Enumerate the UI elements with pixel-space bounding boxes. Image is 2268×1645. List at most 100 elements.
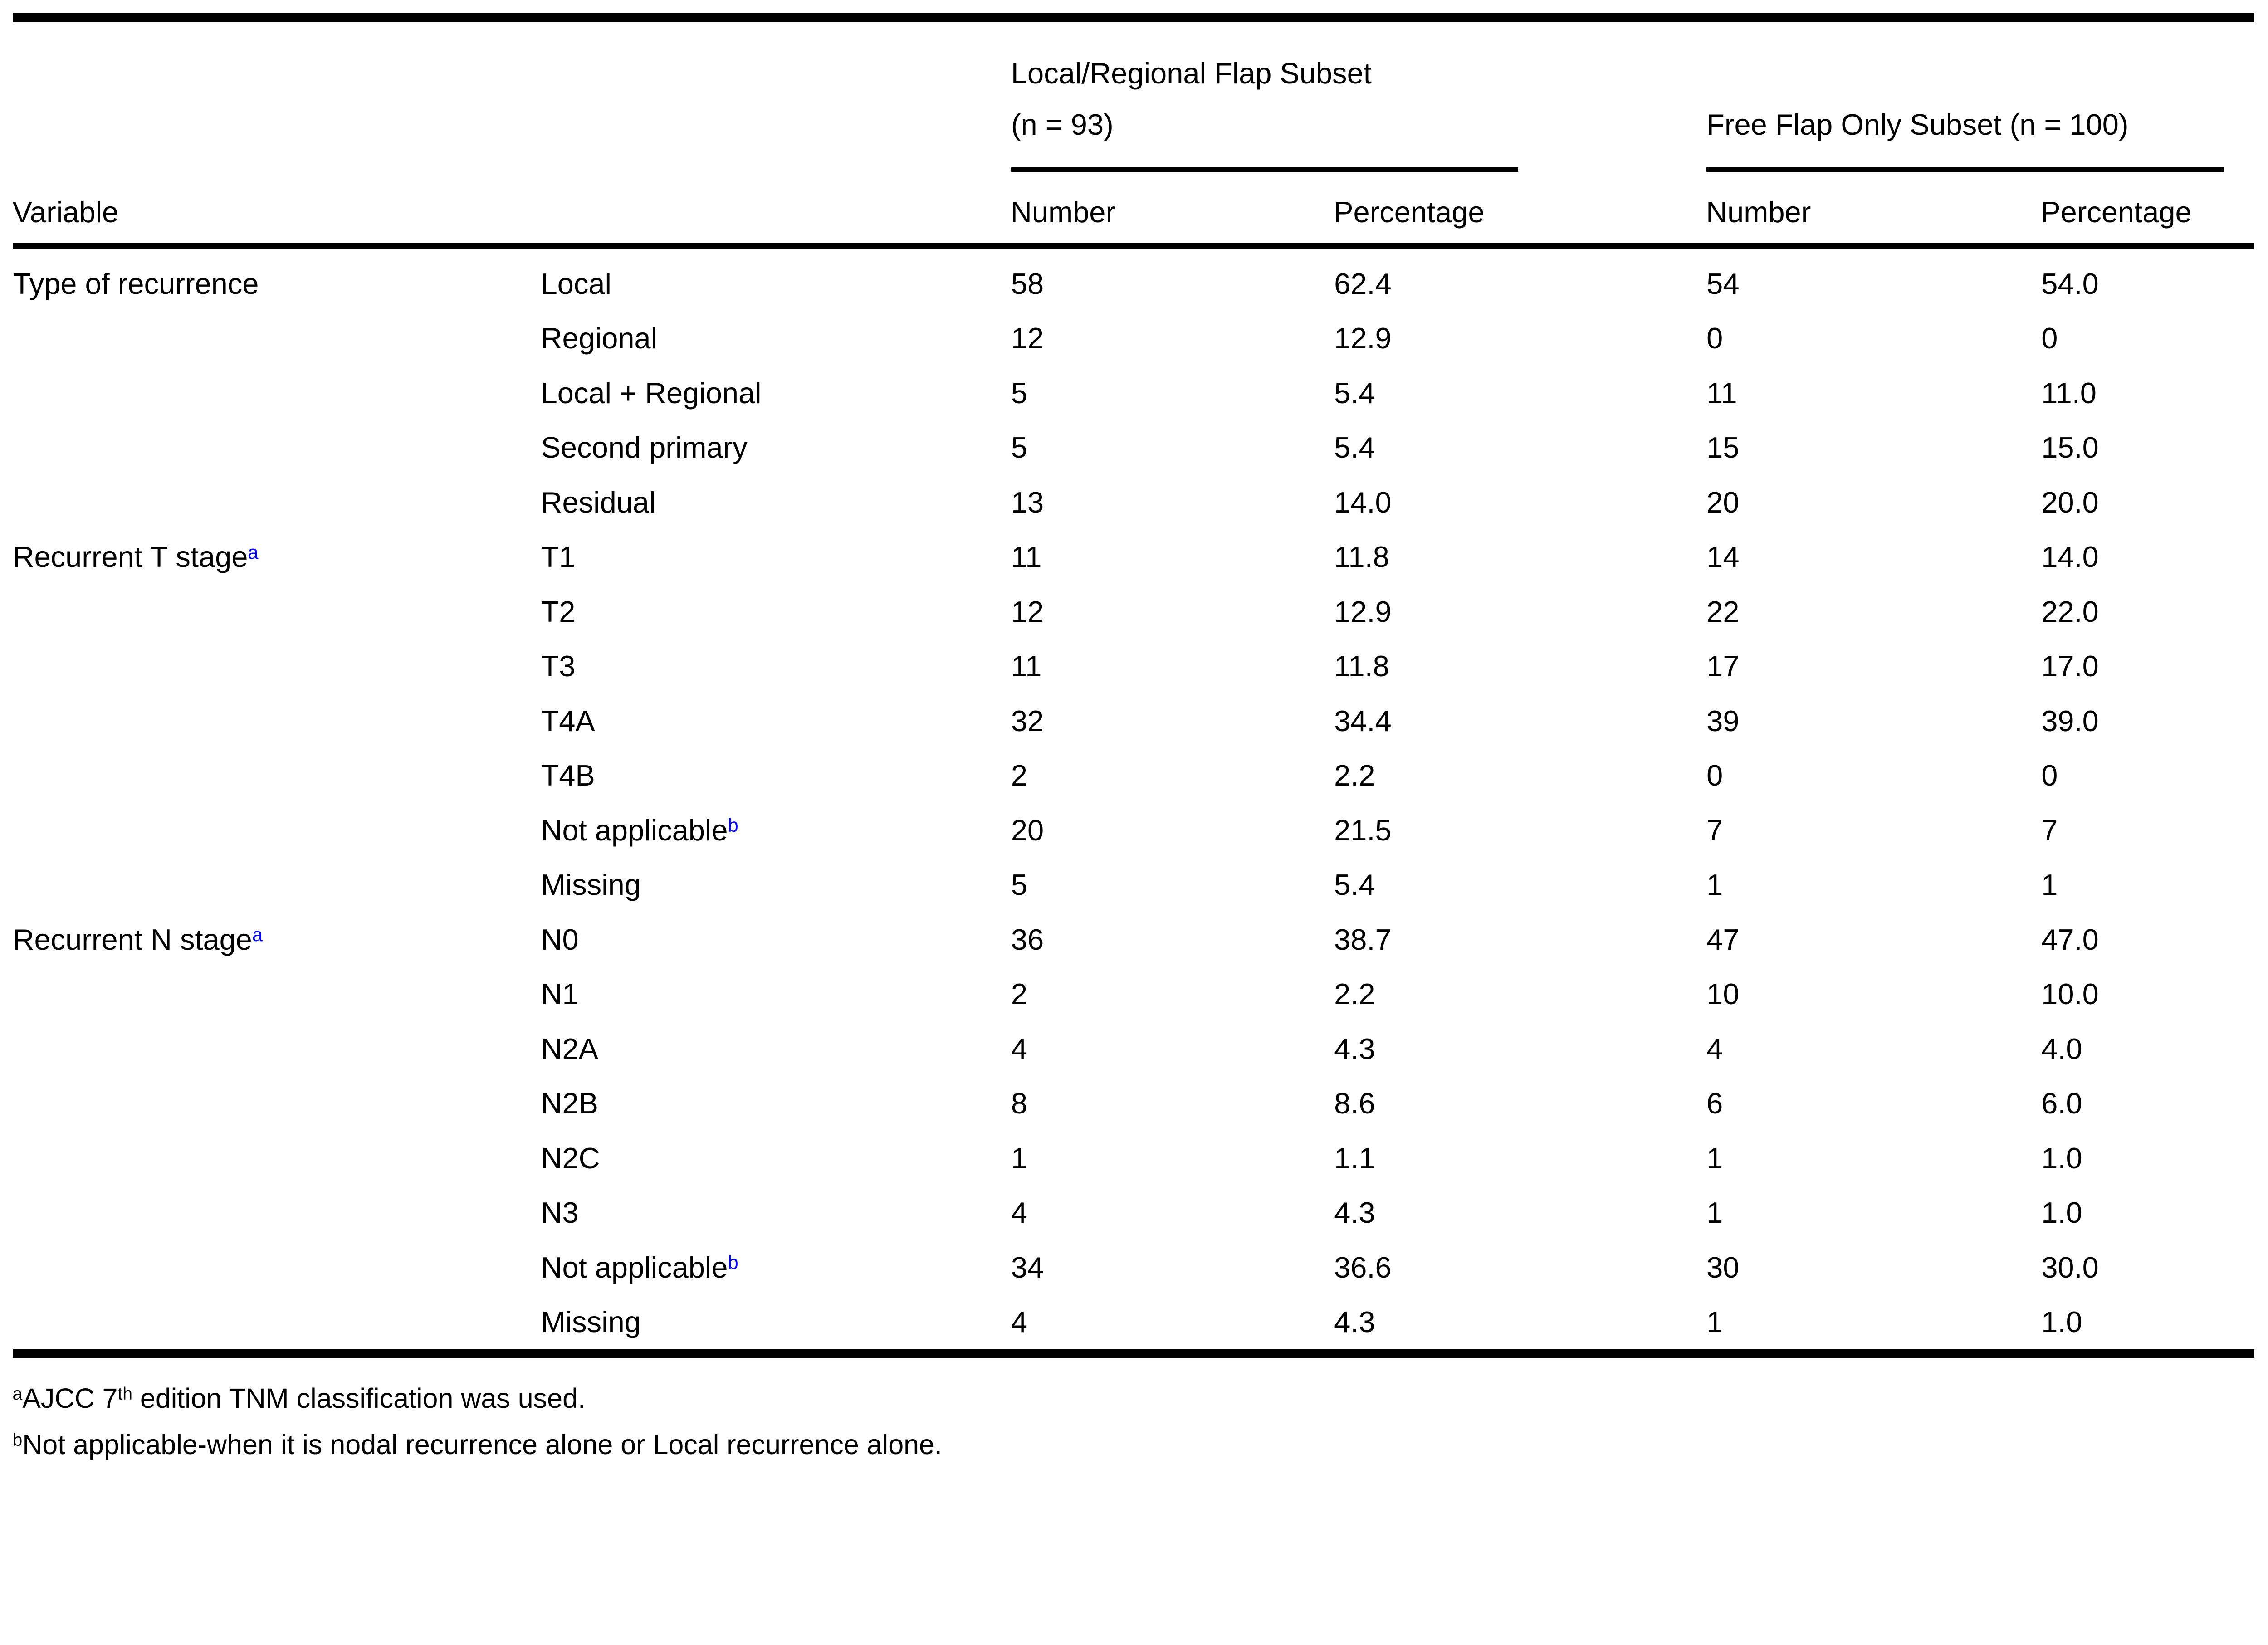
- percentage-cell: 4.3: [1334, 1032, 1375, 1065]
- number-cell: 1: [1706, 1196, 1723, 1230]
- percentage-cell: 14.0: [1334, 485, 1392, 519]
- percentage-cell: 4.3: [1334, 1196, 1375, 1230]
- sublabel-cell: Not applicableb: [541, 803, 1011, 858]
- sublabel: T4A: [541, 704, 595, 737]
- table-row: T2 12 12.9 22 22.0: [13, 584, 2255, 639]
- footnote-b-text: Not applicable-when it is nodal recurren…: [22, 1429, 942, 1460]
- sublabel-cell: T4B: [541, 748, 1011, 803]
- sublabel: N1: [541, 977, 579, 1011]
- section-label-cell: [13, 420, 541, 475]
- section-label-cell: [13, 1131, 541, 1186]
- table-row: Not applicableb 20 21.5 7 7: [13, 803, 2255, 858]
- sublabel-cell: N1: [541, 967, 1011, 1022]
- group1-underline: Local/Regional Flap Subset (n = 93): [1011, 48, 1518, 172]
- percentage-cell: 39.0: [2041, 704, 2099, 737]
- percentage-cell: 8.6: [1334, 1087, 1375, 1120]
- number-cell: 0: [1706, 322, 1723, 355]
- number-cell: 4: [1706, 1032, 1723, 1065]
- sublabel: N3: [541, 1196, 579, 1230]
- section-label-cell: Recurrent T stagea: [13, 530, 541, 585]
- number-cell: 1: [1706, 1305, 1723, 1339]
- sublabel: Missing: [541, 1305, 641, 1339]
- group1-title-line2: (n = 93): [1011, 107, 1114, 141]
- percentage-cell: 7: [2041, 813, 2058, 847]
- percentage-cell: 1.0: [2041, 1141, 2082, 1175]
- percentage-cell: 21.5: [1334, 813, 1392, 847]
- table-row: N2C 1 1.1 1 1.0: [13, 1131, 2255, 1186]
- sublabel: Local: [541, 267, 611, 300]
- number-cell: 1: [1011, 1141, 1028, 1175]
- section-label-cell: [13, 748, 541, 803]
- percentage-cell: 11.0: [2041, 376, 2097, 410]
- percentage-cell: 47.0: [2041, 923, 2099, 956]
- table-row: Recurrent N stagea N0 36 38.7 47 47.0: [13, 912, 2255, 967]
- percentage-cell: 12.9: [1334, 322, 1392, 355]
- number-cell: 6: [1706, 1087, 1723, 1120]
- section-label-cell: [13, 858, 541, 913]
- percentage-cell: 11.8: [1334, 540, 1389, 574]
- sublabel: T1: [541, 540, 576, 574]
- sublabel-cell: N2A: [541, 1021, 1011, 1076]
- footnote-a-text-part2: edition TNM classification was used.: [132, 1382, 586, 1414]
- sublabel-cell: Regional: [541, 311, 1011, 366]
- number-cell: 0: [1706, 759, 1723, 792]
- sublabel-cell: Residual: [541, 475, 1011, 530]
- sublabel: N2C: [541, 1141, 600, 1175]
- percentage-cell: 38.7: [1334, 923, 1392, 956]
- col-header-empty: [540, 172, 1011, 249]
- col-header-percentage-2: Percentage: [2041, 172, 2254, 249]
- section-label-superscript: a: [248, 541, 259, 563]
- table-row: Type of recurrence Local 58 62.4 54 54.0: [13, 246, 2255, 311]
- percentage-cell: 36.6: [1334, 1250, 1392, 1284]
- number-cell: 11: [1706, 376, 1737, 410]
- section-label-cell: [13, 693, 541, 748]
- number-cell: 14: [1706, 540, 1740, 574]
- number-cell: 58: [1011, 267, 1044, 300]
- sublabel-cell: T4A: [541, 693, 1011, 748]
- sublabel: Residual: [541, 485, 656, 519]
- table-row: Local + Regional 5 5.4 11 11.0: [13, 366, 2255, 420]
- column-header-row: Variable Number Percentage Number Percen…: [12, 172, 2254, 249]
- number-cell: 5: [1011, 376, 1028, 410]
- number-cell: 1: [1706, 1141, 1723, 1175]
- percentage-cell: 54.0: [2041, 267, 2099, 300]
- table-row: Residual 13 14.0 20 20.0: [13, 475, 2255, 530]
- percentage-cell: 22.0: [2041, 595, 2099, 628]
- percentage-cell: 12.9: [1334, 595, 1392, 628]
- section-label-cell: [13, 1186, 541, 1240]
- percentage-cell: 11.8: [1334, 649, 1389, 683]
- sublabel-cell: Missing: [541, 858, 1011, 913]
- number-cell: 4: [1011, 1305, 1028, 1339]
- table-row: Second primary 5 5.4 15 15.0: [13, 420, 2255, 475]
- group1-title-line1: Local/Regional Flap Subset: [1011, 57, 1372, 90]
- section-label-superscript: a: [252, 924, 263, 946]
- percentage-cell: 62.4: [1334, 267, 1392, 300]
- percentage-cell: 17.0: [2041, 649, 2099, 683]
- sublabel: T4B: [541, 759, 595, 792]
- section-label-cell: [13, 1021, 541, 1076]
- percentage-cell: 1.1: [1334, 1141, 1375, 1175]
- number-cell: 15: [1706, 431, 1740, 464]
- percentage-cell: 5.4: [1334, 868, 1375, 902]
- sublabel-superscript: b: [728, 1252, 738, 1274]
- sublabel: Local + Regional: [541, 376, 762, 410]
- number-cell: 30: [1706, 1250, 1740, 1284]
- number-cell: 12: [1011, 322, 1044, 355]
- number-cell: 13: [1011, 485, 1044, 519]
- sublabel: Not applicable: [541, 1250, 728, 1284]
- percentage-cell: 0: [2041, 759, 2058, 792]
- section-label-cell: [13, 475, 541, 530]
- section-label-cell: [13, 1076, 541, 1131]
- percentage-cell: 10.0: [2041, 977, 2099, 1011]
- table-row: Not applicableb 34 36.6 30 30.0: [13, 1240, 2255, 1295]
- section-label-cell: [13, 967, 541, 1022]
- col-header-percentage-1: Percentage: [1334, 172, 1706, 249]
- percentage-cell: 4.3: [1334, 1305, 1375, 1339]
- percentage-cell: 2.2: [1334, 977, 1375, 1011]
- section-label-cell: [13, 366, 541, 420]
- sublabel-cell: Second primary: [541, 420, 1011, 475]
- percentage-cell: 5.4: [1334, 376, 1375, 410]
- sublabel-cell: N0: [541, 912, 1011, 967]
- footnote-a-marker: a: [12, 1384, 23, 1404]
- footnote-b: bNot applicable-when it is nodal recurre…: [13, 1421, 2255, 1468]
